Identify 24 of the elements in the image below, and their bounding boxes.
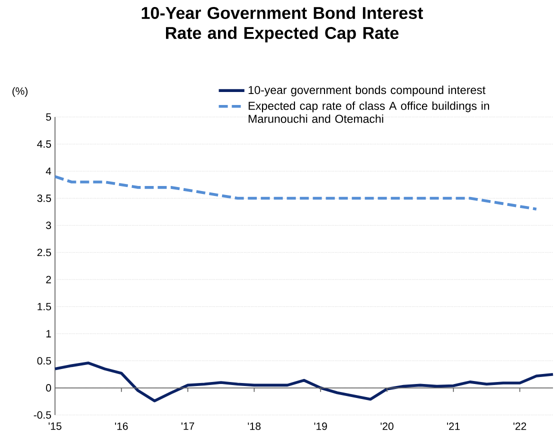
y-tick-label: 2 xyxy=(46,276,51,284)
legend-label: Expected cap rate of class A office buildings in Marunouchi and Otemachi xyxy=(248,101,490,123)
y-tick-label: 4.5 xyxy=(37,140,52,148)
y-tick-label: 1.5 xyxy=(38,302,52,310)
y-tick-label: 2.5 xyxy=(37,248,52,256)
chart-title: 10-Year Government Bond Interest Rate and Expected Cap Rate xyxy=(142,6,423,42)
y-axis-title: (%) xyxy=(12,87,28,97)
y-tick-label: 4 xyxy=(46,168,52,175)
y-tick-label: 3 xyxy=(46,222,52,230)
x-tick-label: '19 xyxy=(314,422,327,430)
y-tick-label: 5 xyxy=(46,113,52,121)
x-tick-label: '18 xyxy=(248,422,261,430)
x-tick-label: '17 xyxy=(181,422,194,430)
legend-label: 10-year government bonds compound interest xyxy=(248,86,486,96)
y-tick-label: -0.5 xyxy=(34,411,52,419)
x-tick-label: '16 xyxy=(115,422,128,430)
x-tick-label: '22 xyxy=(513,422,526,430)
y-tick-label: 1 xyxy=(46,330,51,338)
y-tick-label: 0 xyxy=(46,384,52,392)
x-tick-label: '21 xyxy=(447,422,460,430)
y-tick-label: 3.5 xyxy=(37,194,52,202)
x-tick-label: '15 xyxy=(48,422,62,430)
y-tick-label: 0.5 xyxy=(37,357,52,365)
x-tick-label: '20 xyxy=(380,422,394,430)
